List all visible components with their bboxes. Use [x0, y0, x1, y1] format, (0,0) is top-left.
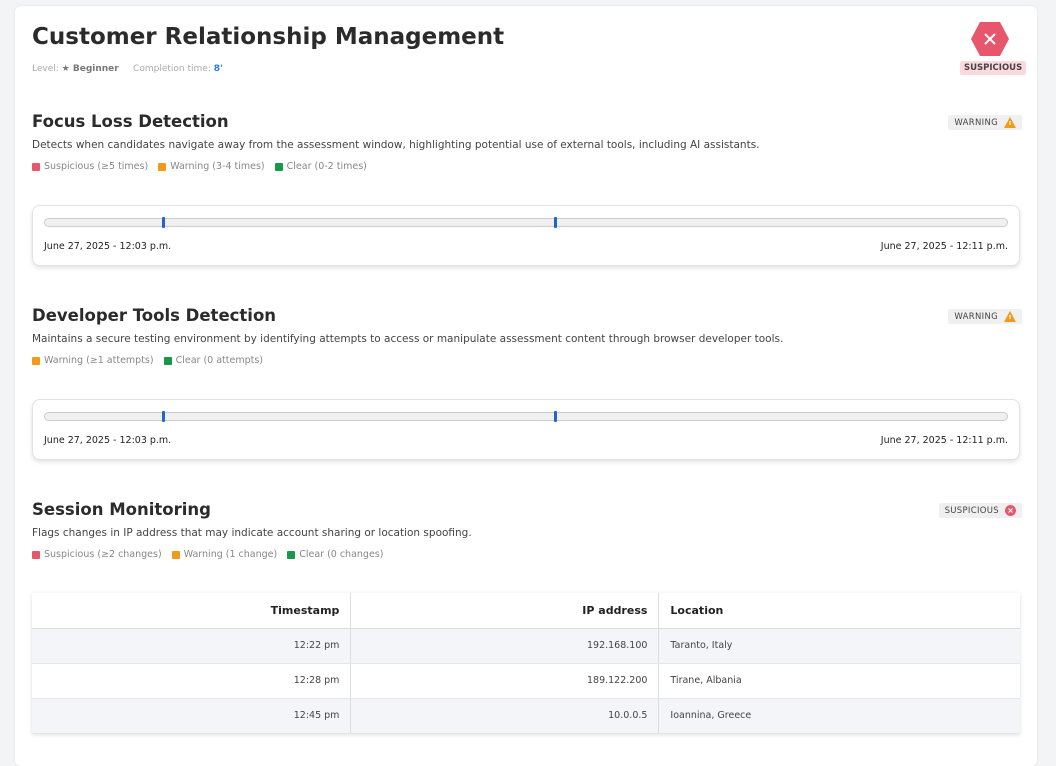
time-value: 8'	[213, 64, 223, 74]
legend: Suspicious (≥2 changes) Warning (1 chang…	[32, 549, 1022, 560]
timeline-end: June 27, 2025 - 12:11 p.m.	[880, 241, 1008, 252]
section-title: Developer Tools Detection	[32, 306, 277, 325]
legend-clear: Clear (0 changes)	[287, 549, 383, 560]
timeline-event-marker[interactable]	[553, 217, 557, 228]
timeline-event-marker[interactable]	[162, 217, 166, 228]
level-value: ★ Beginner	[61, 64, 119, 74]
legend-clear: Clear (0 attempts)	[163, 355, 263, 366]
warning-icon	[1004, 117, 1016, 128]
section-description: Flags changes in IP address that may ind…	[32, 527, 472, 539]
table-row: 12:28 pm 189.122.200 Tirane, Albania	[32, 663, 1020, 699]
legend-suspicious: Suspicious (≥2 changes)	[32, 549, 162, 560]
legend-warning: Warning (3-4 times)	[158, 161, 265, 172]
timeline-event-marker[interactable]	[162, 411, 166, 422]
timeline-end: June 27, 2025 - 12:11 p.m.	[880, 435, 1008, 446]
timeline-track	[44, 411, 1008, 422]
status-badge: SUSPICIOUS	[938, 503, 1022, 518]
assessment-meta: Level: ★ Beginner Completion time: 8'	[32, 64, 223, 74]
time-label: Completion time:	[133, 64, 211, 74]
legend-warning: Warning (1 change)	[171, 549, 277, 560]
devtools-timeline: June 27, 2025 - 12:03 p.m. June 27, 2025…	[32, 399, 1020, 460]
legend-clear: Clear (0-2 times)	[274, 161, 367, 172]
devtools-section: Developer Tools Detection WARNING Mainta…	[32, 306, 1022, 366]
ip-table: Timestamp IP address Location 12:22 pm 19…	[32, 593, 1020, 734]
timeline-start: June 27, 2025 - 12:03 p.m.	[44, 241, 172, 252]
focus-timeline: June 27, 2025 - 12:03 p.m. June 27, 2025…	[32, 205, 1020, 266]
legend: Warning (≥1 attempts) Clear (0 attempts)	[32, 355, 1022, 366]
table-row: 12:45 pm 10.0.0.5 Ioannina, Greece	[32, 698, 1020, 734]
overall-status-badge: SUSPICIOUS	[960, 61, 1027, 75]
legend-warning: Warning (≥1 attempts)	[32, 355, 154, 366]
timeline-track	[44, 217, 1008, 228]
section-description: Detects when candidates navigate away fr…	[32, 139, 760, 151]
table-row: 12:22 pm 192.168.100 Taranto, Italy	[32, 628, 1020, 664]
column-header: Timestamp	[32, 593, 352, 629]
timeline-event-marker[interactable]	[553, 411, 557, 422]
column-header: Location	[658, 593, 1020, 629]
section-title: Focus Loss Detection	[32, 112, 229, 131]
timeline-start: June 27, 2025 - 12:03 p.m.	[44, 435, 172, 446]
level-label: Level:	[32, 64, 59, 74]
session-section: Session Monitoring SUSPICIOUS Flags chan…	[32, 500, 1022, 560]
status-badge: WARNING	[948, 309, 1022, 324]
warning-icon	[1004, 311, 1016, 322]
section-title: Session Monitoring	[32, 500, 211, 519]
assessment-card: Customer Relationship Management Level: …	[15, 6, 1037, 766]
focus-loss-section: Focus Loss Detection WARNING Detects whe…	[32, 112, 1022, 172]
legend: Suspicious (≥5 times) Warning (3-4 times…	[32, 161, 1022, 172]
x-hexagon-icon	[971, 22, 1009, 56]
column-header: IP address	[350, 593, 660, 629]
page-title: Customer Relationship Management	[32, 24, 505, 50]
legend-suspicious: Suspicious (≥5 times)	[32, 161, 148, 172]
x-circle-icon	[1005, 505, 1016, 516]
section-description: Maintains a secure testing environment b…	[32, 333, 784, 345]
status-badge: WARNING	[948, 115, 1022, 130]
